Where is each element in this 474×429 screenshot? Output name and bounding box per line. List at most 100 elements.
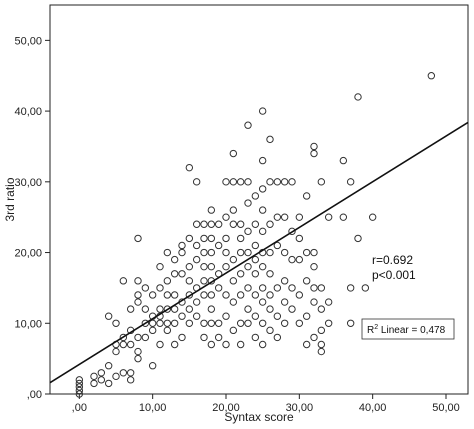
data-point bbox=[192, 220, 201, 228]
data-point bbox=[119, 277, 128, 285]
data-point bbox=[192, 298, 201, 306]
data-point bbox=[280, 178, 289, 186]
data-point bbox=[236, 248, 245, 257]
data-point bbox=[258, 156, 267, 165]
data-point bbox=[361, 284, 370, 292]
data-point bbox=[251, 291, 260, 299]
data-point bbox=[251, 220, 260, 228]
data-point bbox=[266, 305, 274, 313]
data-point bbox=[170, 319, 179, 327]
data-point bbox=[104, 312, 113, 320]
data-point bbox=[324, 298, 333, 306]
data-point bbox=[280, 319, 289, 327]
data-point bbox=[178, 333, 186, 342]
regression-line bbox=[49, 121, 469, 384]
data-point bbox=[185, 262, 194, 271]
data-point bbox=[288, 284, 296, 292]
data-point bbox=[200, 248, 208, 257]
data-point bbox=[134, 333, 142, 342]
data-point bbox=[163, 291, 172, 299]
data-point bbox=[317, 178, 326, 186]
data-point bbox=[229, 277, 238, 285]
data-point bbox=[273, 213, 282, 221]
data-point bbox=[119, 369, 128, 377]
data-point bbox=[163, 277, 172, 285]
x-tick-label: ,00 bbox=[72, 402, 87, 414]
data-point bbox=[295, 255, 304, 264]
data-point bbox=[317, 284, 326, 292]
data-point bbox=[324, 319, 333, 327]
data-point bbox=[244, 319, 252, 327]
data-point bbox=[207, 262, 216, 271]
data-point bbox=[141, 305, 150, 313]
data-point bbox=[178, 270, 186, 278]
data-point bbox=[170, 270, 179, 278]
annotation-r-value: r=0.692 bbox=[372, 253, 413, 267]
data-point bbox=[148, 319, 157, 327]
data-point bbox=[324, 213, 333, 221]
data-point bbox=[266, 248, 274, 257]
data-point bbox=[222, 262, 230, 271]
data-point bbox=[134, 354, 142, 363]
data-point bbox=[310, 142, 318, 151]
y-axis-label: 3rd ratio bbox=[3, 177, 17, 221]
data-point bbox=[170, 291, 179, 299]
data-point bbox=[75, 383, 84, 391]
data-point bbox=[156, 340, 164, 349]
data-point bbox=[134, 234, 142, 243]
data-point bbox=[185, 163, 194, 172]
data-point bbox=[75, 376, 84, 384]
data-point bbox=[258, 107, 267, 115]
data-point bbox=[156, 262, 164, 271]
data-point bbox=[141, 333, 150, 342]
data-point bbox=[310, 298, 318, 306]
data-point bbox=[251, 270, 260, 278]
x-tick-label: 30,00 bbox=[286, 402, 314, 414]
data-point bbox=[163, 305, 172, 313]
data-point bbox=[170, 255, 179, 264]
data-point bbox=[273, 241, 282, 250]
data-point bbox=[192, 312, 201, 320]
data-point bbox=[222, 291, 230, 299]
data-point bbox=[178, 312, 186, 320]
data-point bbox=[288, 255, 296, 264]
data-point bbox=[310, 284, 318, 292]
data-points bbox=[75, 72, 436, 398]
r2-prefix: R bbox=[367, 325, 374, 336]
data-point bbox=[163, 319, 172, 327]
data-point bbox=[170, 340, 179, 349]
data-point bbox=[251, 241, 260, 250]
data-point bbox=[302, 340, 311, 349]
data-point bbox=[222, 213, 230, 221]
data-point bbox=[75, 390, 84, 398]
data-point bbox=[244, 199, 252, 207]
data-point bbox=[244, 121, 252, 129]
data-point bbox=[185, 291, 194, 299]
data-point bbox=[119, 340, 128, 349]
r2-legend-box: R2 Linear = 0,478 bbox=[361, 318, 455, 340]
data-point bbox=[266, 220, 274, 228]
data-point bbox=[214, 319, 223, 327]
y-tick-label: 10,00 bbox=[14, 318, 42, 330]
data-point bbox=[214, 241, 223, 250]
x-tick-label: 20,00 bbox=[212, 402, 240, 414]
data-point bbox=[126, 369, 135, 377]
data-point bbox=[346, 284, 355, 292]
x-tick-label: 10,00 bbox=[139, 402, 167, 414]
data-point bbox=[236, 178, 245, 186]
data-point bbox=[258, 319, 267, 327]
data-point bbox=[229, 298, 238, 306]
data-point bbox=[310, 149, 318, 158]
data-point bbox=[280, 298, 289, 306]
data-point bbox=[126, 340, 135, 349]
data-point bbox=[214, 220, 223, 228]
data-point bbox=[244, 284, 252, 292]
data-point bbox=[251, 255, 260, 264]
data-point bbox=[207, 206, 216, 214]
data-point bbox=[75, 379, 84, 388]
data-point bbox=[273, 284, 282, 292]
data-point bbox=[119, 333, 128, 342]
data-point bbox=[288, 227, 296, 236]
data-point bbox=[229, 255, 238, 264]
data-point bbox=[310, 262, 318, 271]
